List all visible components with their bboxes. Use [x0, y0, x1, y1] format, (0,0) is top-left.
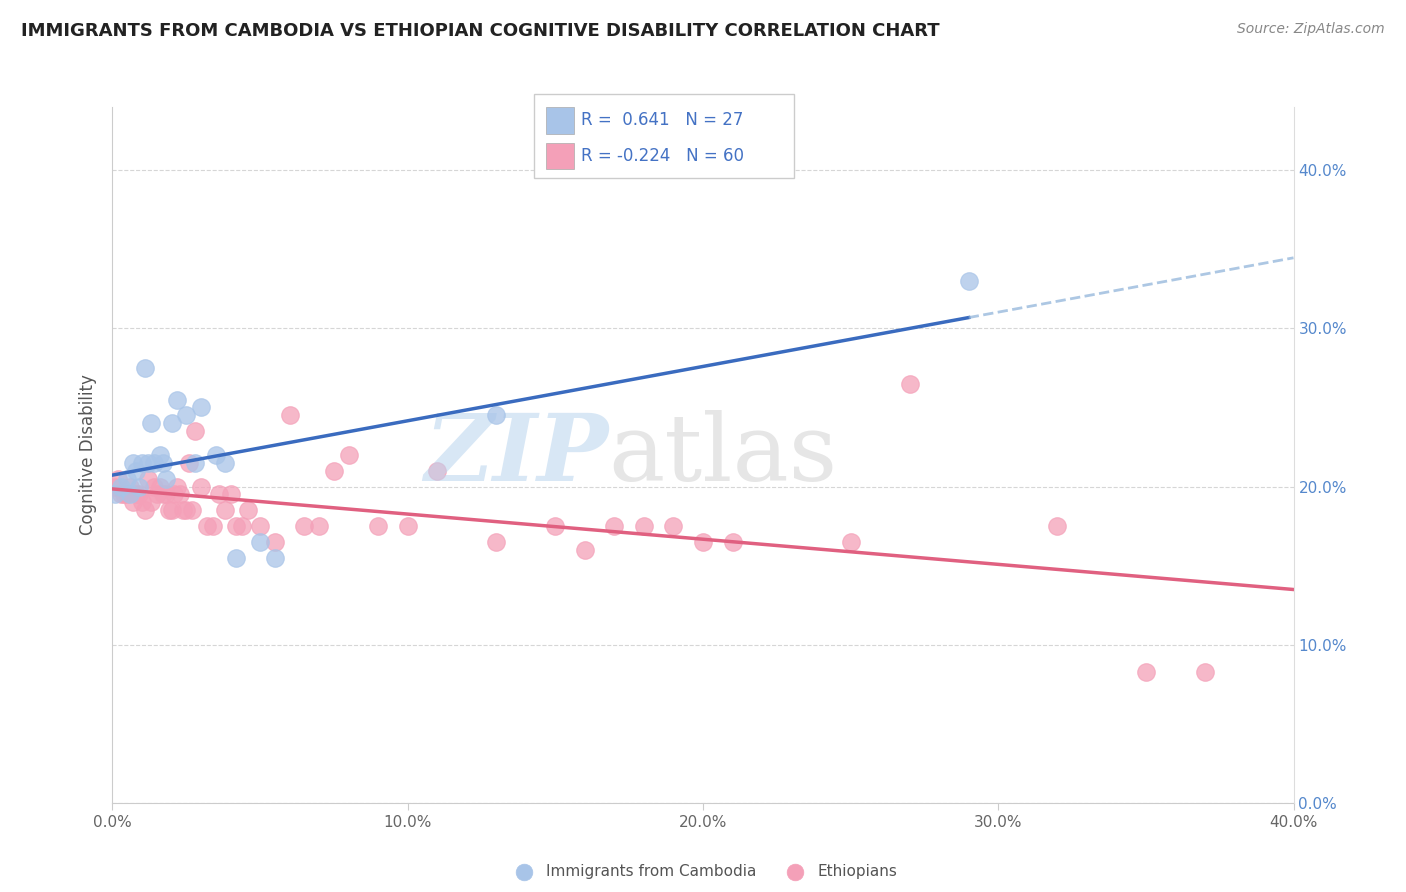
Point	[214, 456, 236, 470]
Point	[166, 479, 188, 493]
Point	[181, 503, 204, 517]
Text: IMMIGRANTS FROM CAMBODIA VS ETHIOPIAN COGNITIVE DISABILITY CORRELATION CHART: IMMIGRANTS FROM CAMBODIA VS ETHIOPIAN CO…	[21, 22, 939, 40]
Point	[104, 479, 127, 493]
Point	[136, 472, 159, 486]
Point	[225, 519, 247, 533]
Point	[957, 274, 980, 288]
Point	[367, 519, 389, 533]
Point	[839, 534, 862, 549]
Point	[898, 376, 921, 391]
Point	[157, 503, 180, 517]
Point	[1135, 665, 1157, 679]
Point	[107, 472, 129, 486]
Point	[139, 417, 162, 431]
Text: ZIP: ZIP	[425, 410, 609, 500]
Point	[249, 519, 271, 533]
Point	[308, 519, 330, 533]
Point	[120, 487, 142, 501]
Point	[134, 360, 156, 375]
Point	[160, 503, 183, 517]
Point	[146, 487, 169, 501]
Point	[149, 448, 172, 462]
Point	[219, 487, 242, 501]
Point	[278, 409, 301, 423]
Point	[117, 472, 138, 486]
Point	[172, 503, 194, 517]
Point	[174, 409, 197, 423]
Point	[139, 495, 162, 509]
Point	[721, 534, 744, 549]
Point	[112, 487, 135, 501]
Point	[131, 495, 153, 509]
Point	[201, 519, 224, 533]
Point	[117, 487, 138, 501]
Point	[190, 479, 212, 493]
Point	[160, 417, 183, 431]
Point	[169, 487, 191, 501]
Point	[134, 503, 156, 517]
Legend: Immigrants from Cambodia, Ethiopians: Immigrants from Cambodia, Ethiopians	[502, 858, 904, 886]
Point	[149, 479, 172, 493]
Point	[155, 487, 177, 501]
Point	[128, 487, 150, 501]
Point	[152, 456, 174, 470]
Point	[238, 503, 260, 517]
Point	[249, 534, 271, 549]
Point	[190, 401, 212, 415]
Point	[184, 424, 207, 438]
Point	[1046, 519, 1069, 533]
Point	[264, 534, 287, 549]
Point	[122, 495, 145, 509]
Point	[110, 487, 132, 501]
Point	[195, 519, 218, 533]
Point	[225, 550, 247, 565]
Point	[633, 519, 655, 533]
Point	[396, 519, 419, 533]
Point	[231, 519, 253, 533]
Text: R = -0.224   N = 60: R = -0.224 N = 60	[581, 147, 744, 165]
Point	[1194, 665, 1216, 679]
Point	[166, 392, 188, 407]
Point	[485, 409, 508, 423]
Point	[337, 448, 360, 462]
Point	[426, 464, 449, 478]
Text: atlas: atlas	[609, 410, 838, 500]
Point	[110, 479, 132, 493]
Point	[155, 472, 177, 486]
Point	[214, 503, 236, 517]
Point	[122, 456, 145, 470]
Point	[184, 456, 207, 470]
Point	[174, 503, 197, 517]
Text: R =  0.641   N = 27: R = 0.641 N = 27	[581, 112, 742, 129]
Point	[208, 487, 231, 501]
Point	[152, 487, 174, 501]
Point	[662, 519, 685, 533]
Point	[292, 519, 315, 533]
Point	[485, 534, 508, 549]
Point	[544, 519, 567, 533]
Y-axis label: Cognitive Disability: Cognitive Disability	[79, 375, 97, 535]
Point	[323, 464, 346, 478]
Point	[128, 479, 150, 493]
Point	[179, 456, 201, 470]
Point	[205, 448, 228, 462]
Point	[142, 479, 165, 493]
Point	[120, 479, 142, 493]
Text: Source: ZipAtlas.com: Source: ZipAtlas.com	[1237, 22, 1385, 37]
Point	[125, 487, 148, 501]
Point	[142, 456, 165, 470]
Point	[692, 534, 714, 549]
Point	[136, 456, 159, 470]
Point	[125, 464, 148, 478]
Point	[264, 550, 287, 565]
Point	[163, 487, 186, 501]
Point	[104, 487, 127, 501]
Point	[574, 542, 596, 557]
Point	[603, 519, 626, 533]
Point	[131, 456, 153, 470]
